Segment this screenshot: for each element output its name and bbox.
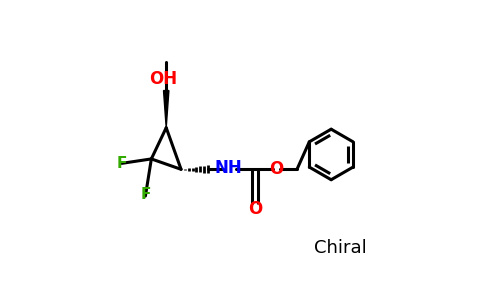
Text: F: F: [117, 156, 127, 171]
Text: OH: OH: [149, 70, 177, 88]
Text: Chiral: Chiral: [314, 239, 366, 257]
Text: NH: NH: [215, 159, 242, 177]
Text: O: O: [248, 200, 262, 218]
Text: O: O: [269, 160, 283, 178]
Polygon shape: [164, 91, 169, 128]
Text: F: F: [140, 187, 151, 202]
